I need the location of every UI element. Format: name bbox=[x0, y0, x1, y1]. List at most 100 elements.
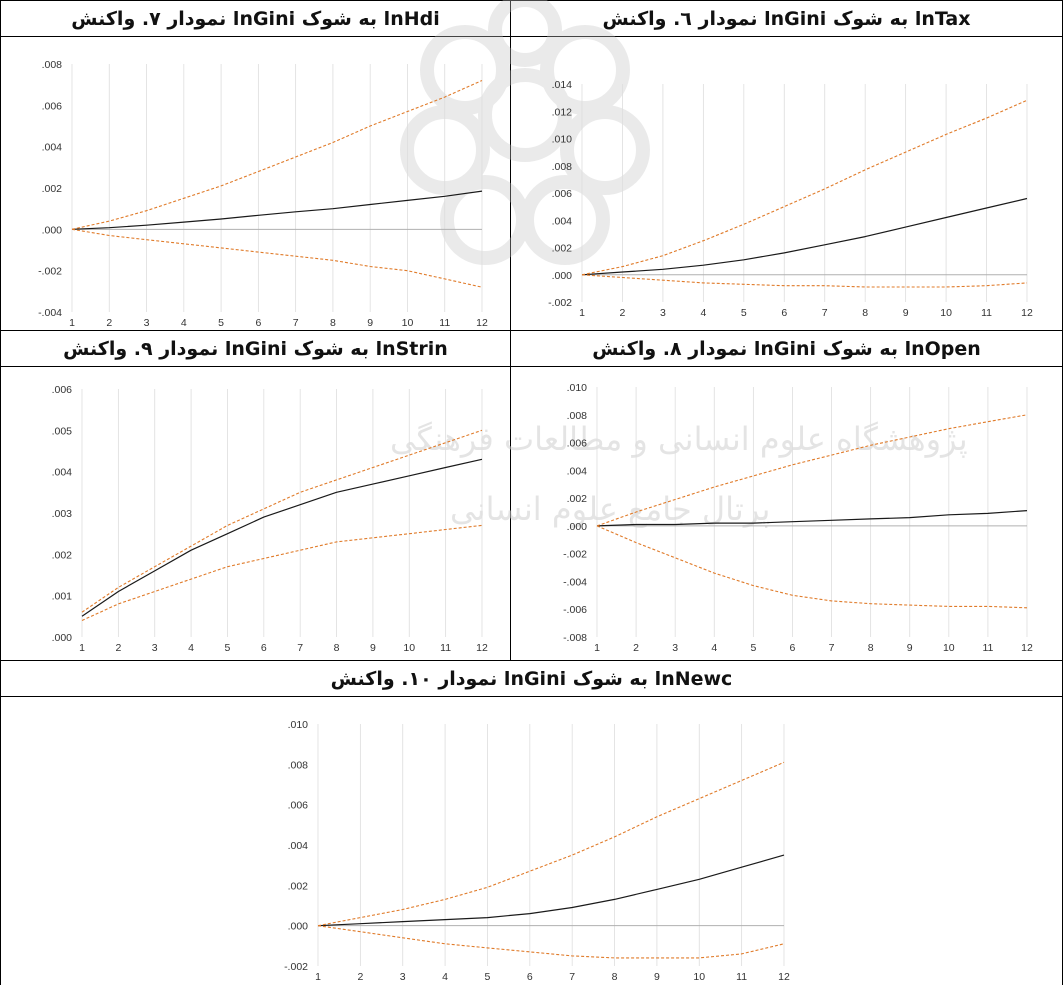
x-tick-label: 1 bbox=[315, 971, 321, 983]
chart-title-10: نمودار ۱۰. واکنش lnGini به شوک lnNewc bbox=[0, 660, 1063, 697]
x-tick-label: 9 bbox=[654, 971, 660, 983]
x-tick-label: 11 bbox=[982, 642, 993, 654]
y-tick-label: .006 bbox=[42, 100, 63, 112]
lower-band-line bbox=[317, 925, 785, 959]
x-tick-label: 12 bbox=[1021, 307, 1033, 319]
y-tick-label: .010 bbox=[567, 382, 588, 394]
y-tick-label: .008 bbox=[288, 759, 309, 771]
y-tick-label: .002 bbox=[288, 880, 309, 892]
y-tick-label: -.002 bbox=[548, 297, 572, 309]
response-line bbox=[317, 854, 785, 927]
y-tick-label: .004 bbox=[288, 840, 309, 852]
x-tick-label: 11 bbox=[736, 971, 747, 983]
x-tick-label: 9 bbox=[367, 317, 373, 329]
y-tick-label: .005 bbox=[52, 425, 73, 437]
y-tick-label: .002 bbox=[552, 243, 573, 255]
x-tick-label: 1 bbox=[79, 642, 85, 654]
upper-band-line bbox=[596, 414, 1028, 527]
chart-title-8: نمودار ۸. واکنش lnGini به شوک lnOpen bbox=[510, 330, 1063, 367]
x-tick-label: 5 bbox=[750, 642, 756, 654]
response-line bbox=[81, 458, 483, 617]
y-tick-label: .008 bbox=[42, 59, 63, 71]
x-tick-label: 6 bbox=[261, 642, 267, 654]
y-tick-label: -.002 bbox=[284, 961, 308, 973]
y-tick-label: .006 bbox=[288, 800, 309, 812]
x-tick-label: 5 bbox=[485, 971, 491, 983]
x-tick-label: 7 bbox=[829, 642, 835, 654]
y-tick-label: .001 bbox=[52, 591, 73, 603]
y-tick-label: .000 bbox=[288, 921, 309, 933]
x-tick-label: 1 bbox=[594, 642, 600, 654]
y-tick-label: .012 bbox=[552, 106, 573, 118]
x-tick-label: 2 bbox=[620, 307, 626, 319]
upper-band-line bbox=[81, 429, 483, 613]
chart-title-6: نمودار ٦. واکنش lnGini به شوک lnTax bbox=[510, 0, 1063, 37]
x-tick-label: 9 bbox=[370, 642, 376, 654]
x-tick-label: 6 bbox=[781, 307, 787, 319]
y-tick-label: -.008 bbox=[563, 632, 587, 644]
x-tick-label: 3 bbox=[152, 642, 158, 654]
lower-band-line bbox=[581, 274, 1028, 288]
y-tick-label: -.004 bbox=[563, 576, 587, 588]
x-tick-label: 3 bbox=[400, 971, 406, 983]
y-tick-label: .000 bbox=[42, 224, 63, 236]
x-tick-label: 6 bbox=[255, 317, 261, 329]
x-tick-label: 10 bbox=[403, 642, 415, 654]
upper-band-line bbox=[581, 99, 1028, 276]
y-tick-label: -.002 bbox=[38, 266, 62, 278]
y-tick-label: .002 bbox=[567, 493, 588, 505]
chart-title-9: نمودار ۹. واکنش lnGini به شوک lnStrin bbox=[0, 330, 511, 367]
y-tick-label: .002 bbox=[42, 183, 63, 195]
x-tick-label: 3 bbox=[144, 317, 150, 329]
x-tick-label: 12 bbox=[476, 642, 488, 654]
chart-8-lnOpen: -.008 -.006 -.004 -.002 .000 .002 .004 .006 .008… bbox=[563, 382, 1033, 654]
x-tick-label: 11 bbox=[440, 642, 451, 654]
y-tick-label: .010 bbox=[288, 719, 309, 731]
response-line bbox=[581, 197, 1028, 276]
chart-cell-10 bbox=[0, 696, 1063, 985]
x-tick-label: 12 bbox=[1021, 642, 1033, 654]
y-tick-label: .004 bbox=[42, 142, 63, 154]
lower-band-line bbox=[596, 525, 1028, 609]
x-tick-label: 5 bbox=[741, 307, 747, 319]
x-tick-label: 11 bbox=[981, 307, 992, 319]
x-tick-label: 10 bbox=[940, 307, 952, 319]
y-tick-label: .004 bbox=[552, 215, 573, 227]
y-tick-label: .014 bbox=[552, 79, 573, 91]
x-tick-label: 9 bbox=[903, 307, 909, 319]
x-tick-label: 4 bbox=[188, 642, 194, 654]
x-tick-label: 6 bbox=[790, 642, 796, 654]
chart-cell-6 bbox=[510, 36, 1063, 331]
response-line bbox=[596, 510, 1028, 527]
chart-cell-9 bbox=[0, 366, 511, 661]
x-tick-label: 8 bbox=[334, 642, 340, 654]
x-tick-label: 1 bbox=[579, 307, 585, 319]
x-tick-label: 2 bbox=[106, 317, 112, 329]
chart-title-7: نمودار ۷. واکنش lnGini به شوک lnHdi bbox=[0, 0, 511, 37]
chart-cell-8 bbox=[510, 366, 1063, 661]
x-tick-label: 6 bbox=[527, 971, 533, 983]
x-tick-label: 9 bbox=[907, 642, 913, 654]
y-tick-label: -.004 bbox=[38, 307, 62, 319]
x-tick-label: 4 bbox=[700, 307, 706, 319]
y-tick-label: .002 bbox=[52, 549, 73, 561]
y-tick-label: .008 bbox=[567, 410, 588, 422]
x-tick-label: 12 bbox=[778, 971, 790, 983]
y-tick-label: .006 bbox=[552, 188, 573, 200]
x-tick-label: 7 bbox=[569, 971, 575, 983]
upper-band-line bbox=[317, 761, 785, 927]
y-tick-label: .000 bbox=[567, 521, 588, 533]
x-tick-label: 2 bbox=[357, 971, 363, 983]
x-tick-label: 3 bbox=[660, 307, 666, 319]
x-tick-label: 8 bbox=[868, 642, 874, 654]
x-tick-label: 7 bbox=[297, 642, 303, 654]
response-line bbox=[71, 190, 483, 230]
y-tick-label: .006 bbox=[567, 438, 588, 450]
x-tick-label: 8 bbox=[612, 971, 618, 983]
x-tick-label: 10 bbox=[693, 971, 705, 983]
